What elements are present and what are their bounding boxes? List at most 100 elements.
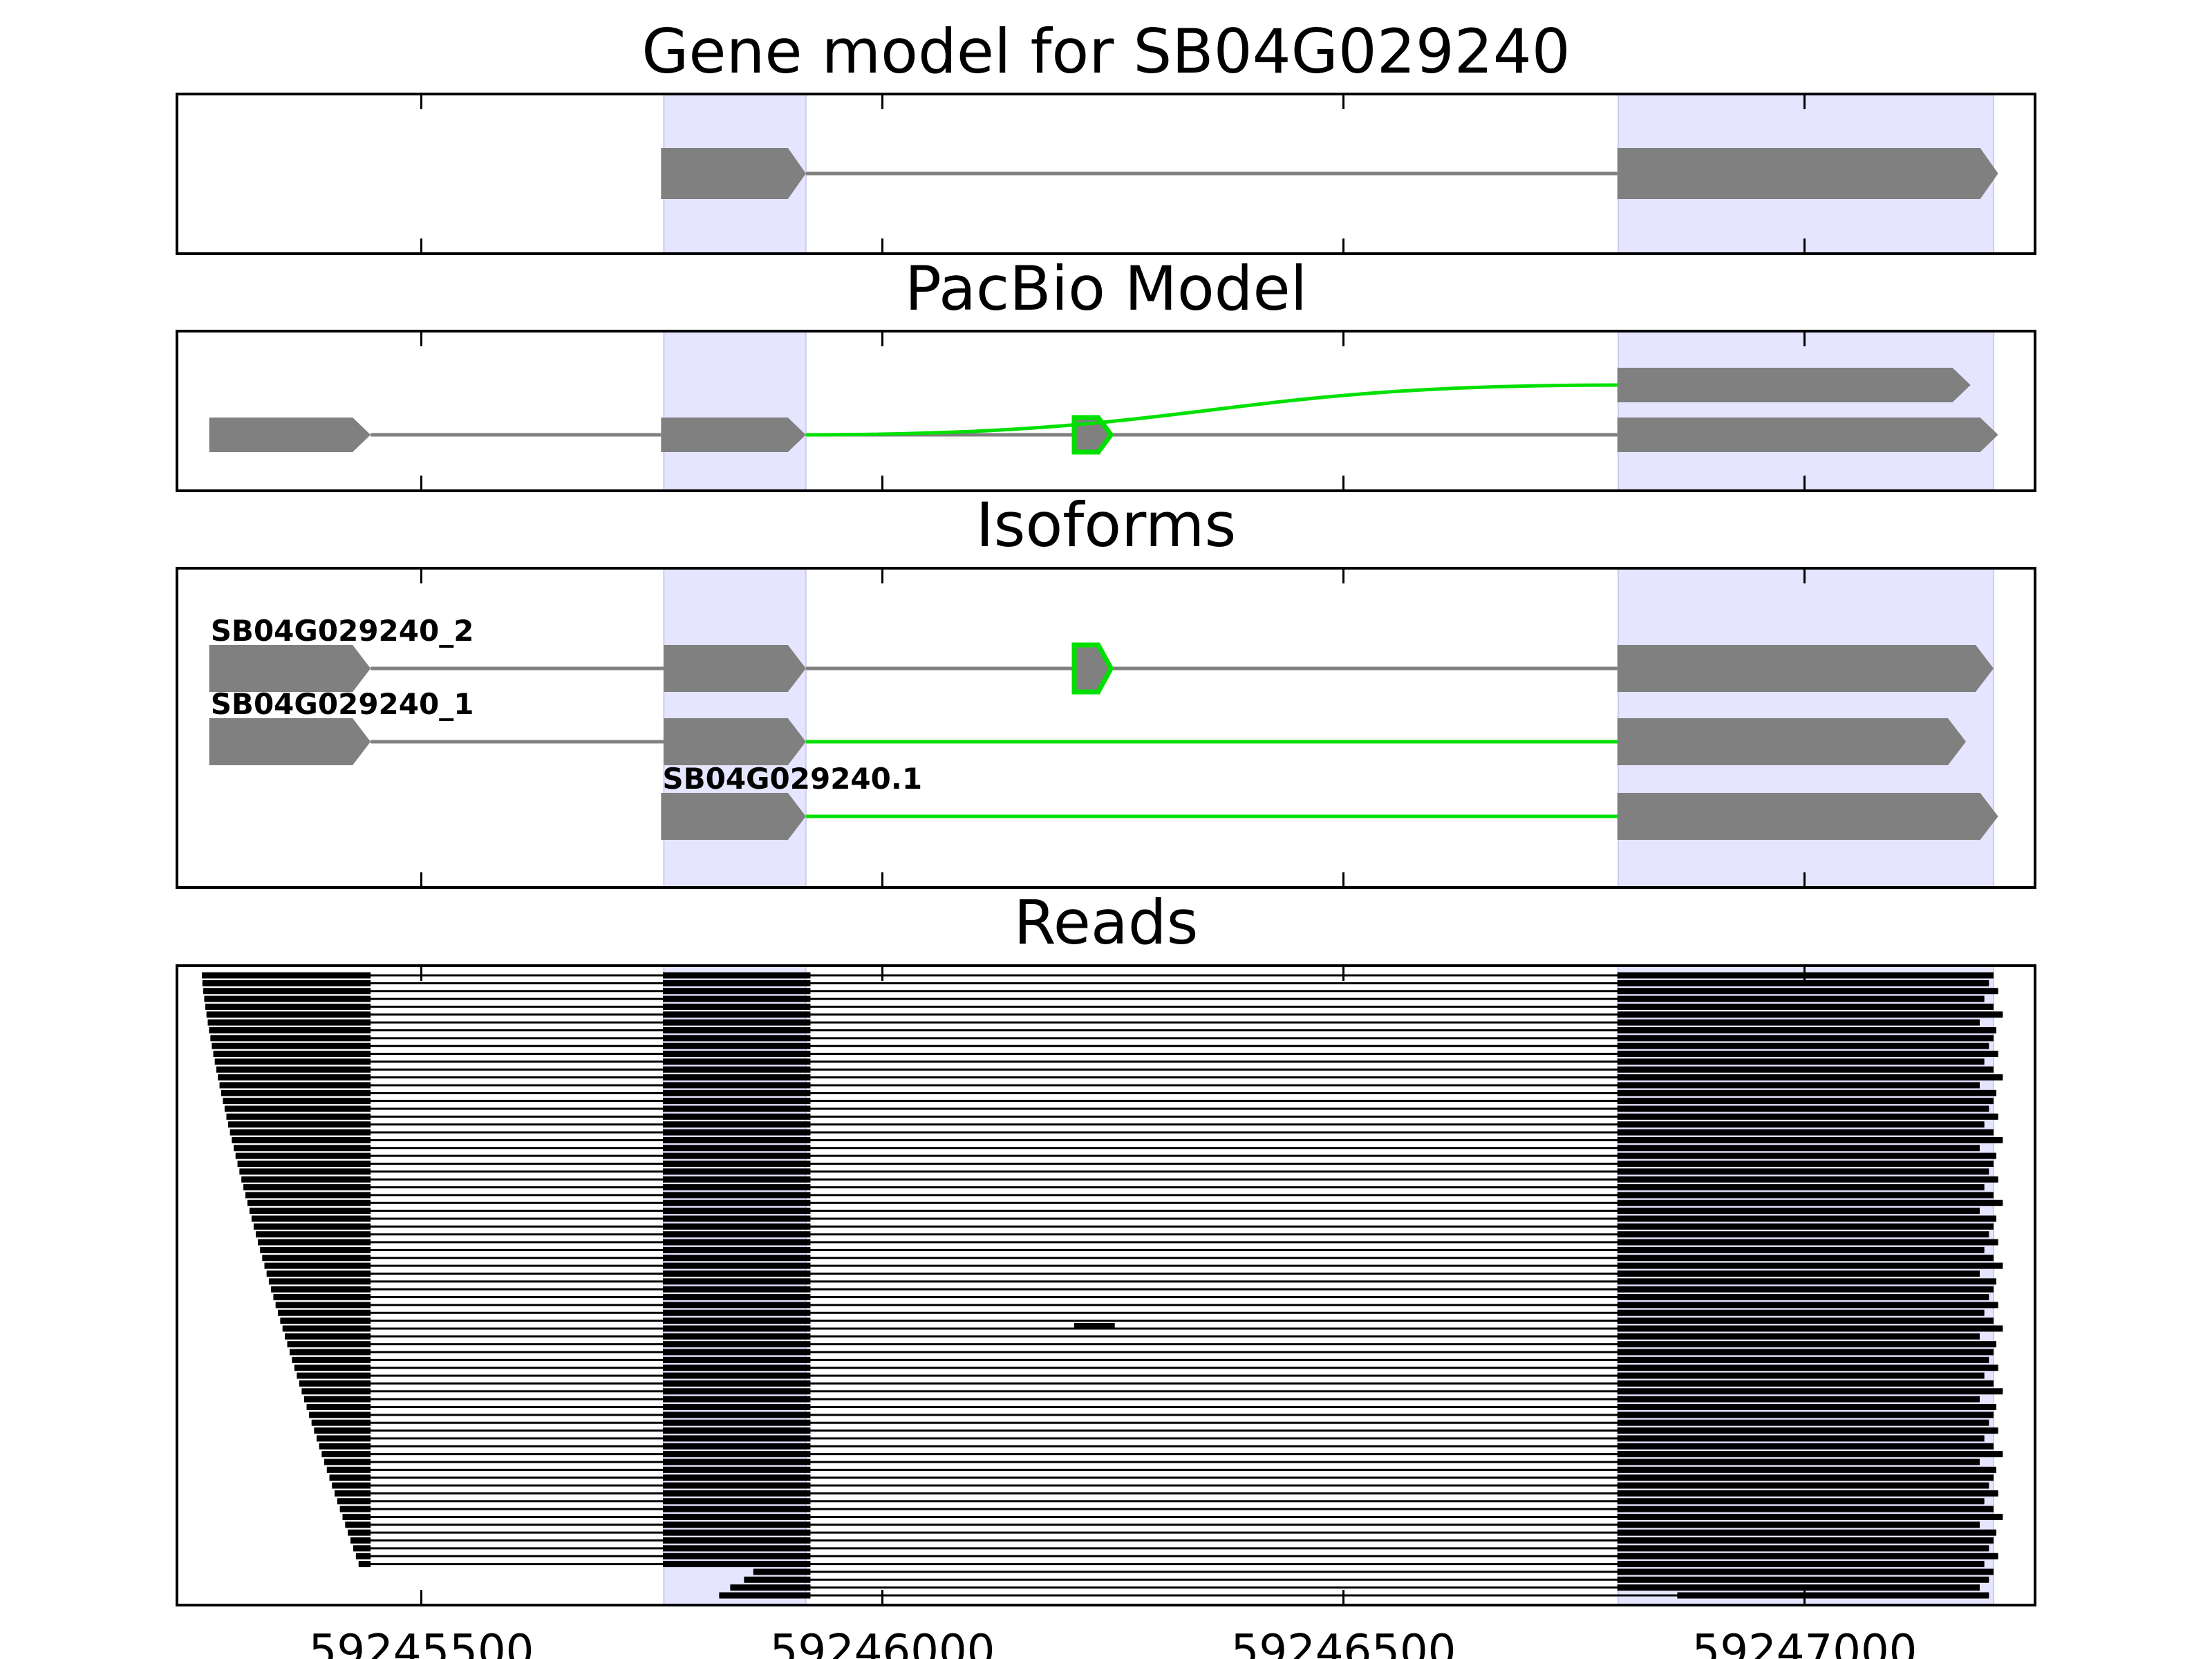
read-exon	[232, 1136, 371, 1143]
read-exon	[202, 972, 371, 979]
x-tick-label: 59246000	[770, 1626, 995, 1659]
read-exon	[663, 1435, 811, 1442]
read	[314, 1427, 1998, 1434]
read-exon	[1617, 1003, 1994, 1010]
isoform-label: SB04G029240_1	[211, 687, 474, 721]
read-exon	[1617, 1349, 1994, 1356]
exon-block	[661, 148, 806, 199]
read	[216, 1066, 1994, 1073]
read-exon	[243, 1184, 371, 1191]
read-exon	[294, 1365, 371, 1371]
read-exon	[251, 1215, 371, 1222]
read-exon	[1617, 1443, 1994, 1450]
read-exon	[663, 1208, 811, 1215]
read-exon	[663, 1011, 811, 1018]
read-exon	[309, 1412, 371, 1418]
read-exon	[209, 1027, 371, 1033]
read-exon	[1617, 1419, 1989, 1426]
read	[329, 1474, 1994, 1481]
read	[358, 1561, 1985, 1568]
read-exon	[663, 1089, 811, 1096]
read-exon	[663, 1380, 811, 1387]
read-exon	[663, 1161, 811, 1168]
read-exon	[355, 1553, 371, 1559]
read-exon	[663, 1427, 811, 1434]
read-exon	[663, 1246, 811, 1253]
read	[287, 1341, 1996, 1348]
read-exon	[271, 1286, 371, 1293]
read-exon	[663, 1356, 811, 1363]
read-exon	[663, 1443, 811, 1450]
read-exon	[1617, 1451, 2003, 1458]
read	[297, 1372, 1985, 1379]
read	[213, 1051, 1998, 1058]
read-exon	[1617, 1372, 1985, 1379]
read-exon	[1617, 1270, 1980, 1277]
read	[303, 1396, 1980, 1403]
read-exon	[1617, 1051, 1998, 1058]
read-exon	[285, 1333, 371, 1340]
read	[228, 1121, 1985, 1128]
read-exon	[1617, 1309, 1985, 1316]
read-exon	[1617, 995, 1985, 1002]
read	[258, 1239, 1998, 1246]
read-exon	[1617, 1019, 1980, 1026]
read	[350, 1537, 1994, 1544]
read-exon	[210, 1035, 371, 1042]
isoform-label: SB04G029240.1	[662, 762, 922, 796]
read-exon	[339, 1506, 371, 1512]
read	[285, 1333, 1980, 1340]
read-exon	[663, 1286, 811, 1293]
read	[271, 1286, 1994, 1293]
read	[332, 1482, 1989, 1489]
read-exon	[203, 988, 371, 995]
read	[266, 1270, 1980, 1277]
read-exon	[214, 1058, 371, 1065]
read-exon	[292, 1356, 371, 1363]
read-exon	[663, 1388, 811, 1395]
read-exon	[663, 1474, 811, 1481]
read-exon	[321, 1451, 371, 1458]
read-exon	[245, 1192, 371, 1199]
read-exon	[204, 995, 371, 1002]
read	[256, 1231, 1989, 1238]
exon-block	[1617, 793, 1998, 840]
read-exon	[287, 1341, 371, 1348]
read-exon	[1617, 1380, 1994, 1387]
read-exon	[1617, 1262, 2003, 1269]
read	[207, 1019, 1980, 1026]
novel-junction-curve	[805, 383, 1618, 437]
read-exon	[663, 1396, 811, 1403]
read	[264, 1262, 2003, 1269]
read-exon	[1617, 1576, 1989, 1583]
x-tick-label: 59247000	[1692, 1626, 1918, 1659]
read-exon	[663, 1255, 811, 1262]
read-exon	[280, 1318, 371, 1324]
read	[744, 1576, 1989, 1583]
read-exon	[663, 1318, 811, 1324]
read-exon	[663, 1482, 811, 1489]
panel-frame-reads	[176, 964, 2036, 1606]
read-exon	[663, 1498, 811, 1505]
read-exon	[1617, 1325, 2003, 1332]
read-exon	[663, 1278, 811, 1285]
read-exon	[663, 1176, 811, 1183]
read-exon	[205, 1003, 371, 1010]
read-exon	[663, 1239, 811, 1246]
read-fragment	[1074, 1323, 1115, 1329]
read-exon	[1617, 1152, 1996, 1159]
panel-frame-pacbio-model	[176, 330, 2036, 492]
read	[309, 1412, 1994, 1418]
read-exon	[663, 1419, 811, 1426]
read-exon	[663, 1199, 811, 1206]
read-exon	[289, 1349, 371, 1356]
read-exon	[306, 1403, 371, 1410]
read	[226, 1113, 1998, 1120]
read-exon	[229, 1129, 371, 1136]
read	[205, 1003, 1994, 1010]
read	[273, 1294, 1989, 1301]
exon-block	[661, 418, 806, 452]
read-exon	[241, 1176, 371, 1183]
read-exon	[266, 1270, 371, 1277]
read-exon	[663, 1403, 811, 1410]
